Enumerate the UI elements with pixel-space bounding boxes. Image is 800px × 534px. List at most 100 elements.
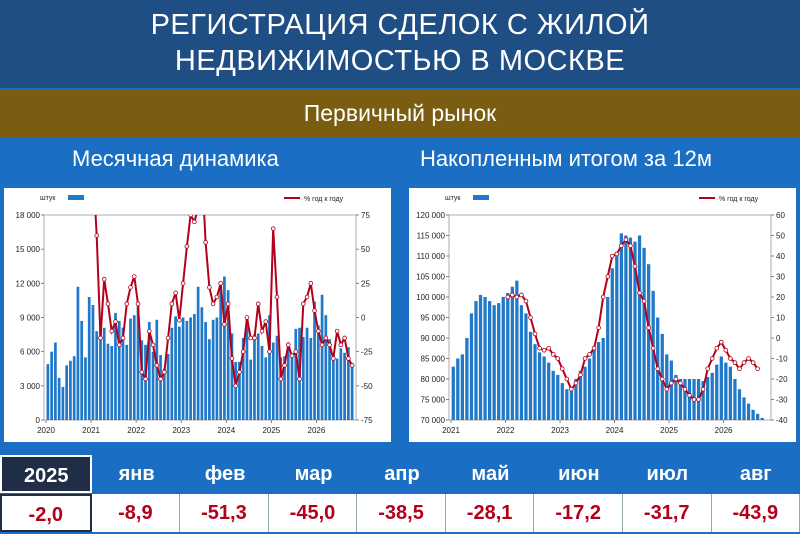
bar <box>624 236 627 421</box>
yoy-point <box>223 322 227 326</box>
right-tick-label: 60 <box>776 211 785 220</box>
legend-line-label: % год к году <box>304 196 344 203</box>
bar <box>340 348 343 420</box>
x-tick-label: 2024 <box>606 426 624 435</box>
table-year-cell: 2025 <box>0 455 92 493</box>
right-tick-label: 50 <box>776 232 785 241</box>
bar <box>606 297 609 420</box>
bar <box>343 353 346 420</box>
bar <box>747 404 750 420</box>
bar <box>287 348 290 420</box>
yoy-point <box>710 357 714 361</box>
bar <box>294 329 297 420</box>
legend-bar-label: штук <box>445 195 461 202</box>
right-tick-label: 40 <box>776 252 785 261</box>
yoy-point <box>343 336 347 340</box>
table-month-3: апр <box>358 455 446 493</box>
yoy-point <box>742 361 746 365</box>
x-tick-label: 2022 <box>497 426 515 435</box>
yoy-point <box>660 377 664 381</box>
bar <box>197 287 200 420</box>
yoy-point <box>647 326 651 330</box>
yoy-point <box>335 329 339 333</box>
yoy-point <box>719 340 723 344</box>
bar <box>470 313 473 420</box>
yoy-point <box>542 348 546 352</box>
yoy-point <box>339 343 343 347</box>
bar <box>642 248 645 420</box>
bar <box>77 287 80 420</box>
yoy-point <box>256 302 260 306</box>
right-tick-label: -75 <box>361 416 373 425</box>
yoy-point <box>756 367 760 371</box>
legend-bar-swatch <box>68 195 84 200</box>
yoy-point <box>606 275 610 279</box>
bar <box>493 305 496 420</box>
bar <box>99 329 102 420</box>
yoy-point <box>234 384 238 388</box>
yoy-point <box>619 244 623 248</box>
yoy-point <box>159 377 163 381</box>
x-tick-label: 2024 <box>217 426 235 435</box>
table-month-6: июл <box>623 455 711 493</box>
yoy-point <box>533 332 537 336</box>
yoy-point <box>715 346 719 350</box>
bar <box>479 295 482 420</box>
bar <box>452 367 455 420</box>
yoy-point <box>579 373 583 377</box>
bar <box>182 318 185 421</box>
bar <box>733 379 736 420</box>
bar <box>332 354 335 420</box>
yoy-point <box>520 293 524 297</box>
yoy-point <box>683 387 687 391</box>
bar <box>583 367 586 420</box>
legend-bar-swatch <box>473 195 489 200</box>
table-value-4: -28,1 <box>446 494 535 532</box>
yoy-point <box>110 329 114 333</box>
yoy-point <box>241 350 245 354</box>
yoy-point <box>99 336 103 340</box>
bar <box>88 297 91 420</box>
yoy-point <box>524 299 528 303</box>
right-panel-title: Накопленным итогом за 12м <box>420 146 712 172</box>
yoy-point <box>215 295 219 299</box>
yoy-point <box>140 370 144 374</box>
left-tick-label: 12 000 <box>16 279 41 288</box>
bar <box>761 418 764 420</box>
x-tick-label: 2026 <box>308 426 326 435</box>
yoy-point <box>279 377 283 381</box>
bar <box>729 367 732 420</box>
table-value-5: -17,2 <box>534 494 623 532</box>
yoy-point <box>305 295 309 299</box>
table-month-2: мар <box>269 455 357 493</box>
yoy-point <box>751 361 755 365</box>
yoy-point <box>226 302 230 306</box>
bar <box>588 359 591 421</box>
bar <box>107 344 110 420</box>
bar <box>647 264 650 420</box>
bar <box>309 338 312 420</box>
bar <box>529 332 532 420</box>
yoy-point <box>106 302 110 306</box>
table-year-value: -2,0 <box>0 494 92 532</box>
yoy-point <box>350 363 354 367</box>
right-tick-label: 10 <box>776 314 785 323</box>
yoy-point <box>177 318 181 322</box>
bar <box>84 357 87 420</box>
bar <box>474 301 477 420</box>
x-tick-label: 2021 <box>82 426 100 435</box>
yoy-point <box>286 343 290 347</box>
bar <box>152 352 155 420</box>
yoy-point <box>174 291 178 295</box>
bar <box>565 389 568 420</box>
yoy-point <box>162 370 166 374</box>
bar <box>561 383 564 420</box>
legend-bar-label: штук <box>40 195 56 202</box>
bar <box>461 354 464 420</box>
yoy-point <box>565 377 569 381</box>
right-tick-label: 25 <box>361 279 370 288</box>
yoy-point <box>283 363 287 367</box>
yoy-point <box>117 343 121 347</box>
table-month-7: авг <box>712 455 800 493</box>
